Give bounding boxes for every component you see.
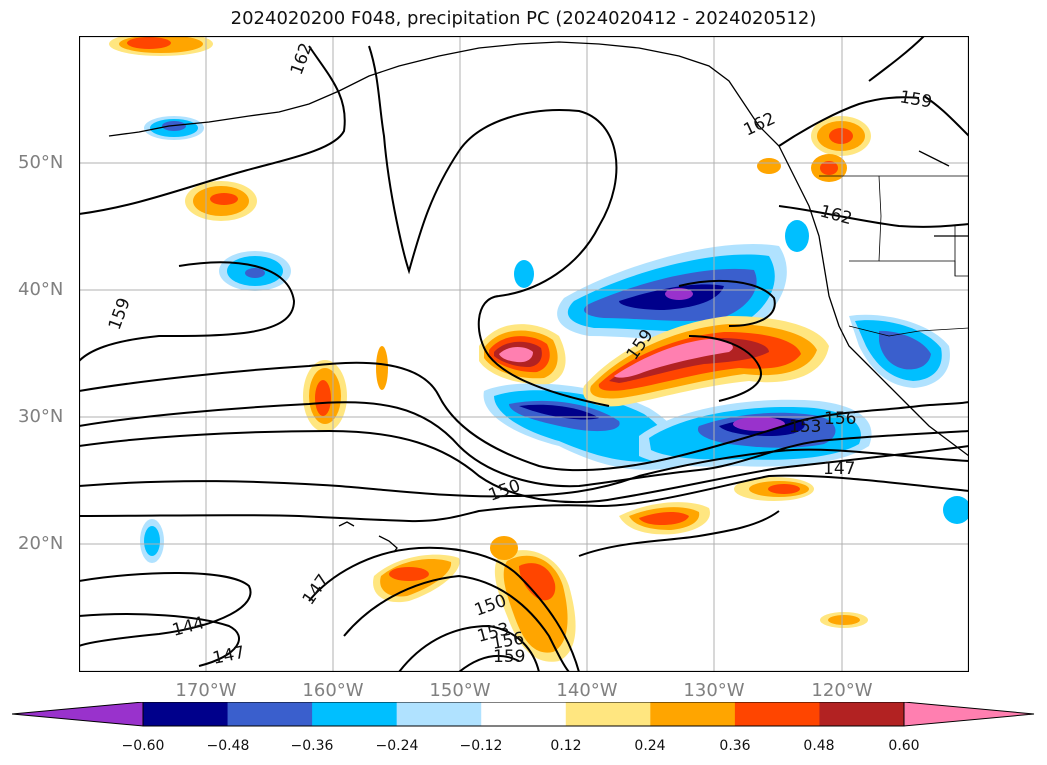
contour-label-159d: 159 (493, 647, 525, 667)
contour-label-153a: 153 (789, 417, 821, 437)
lon-label-160w: 160°W (302, 680, 364, 701)
colorbar-bin-8 (819, 702, 905, 726)
colorbar-extend-high (903, 702, 1035, 727)
map-title: 2024020200 F048, precipitation PC (20240… (230, 8, 817, 29)
colorbar-bin-7 (734, 702, 820, 726)
contour-label-147a: 147 (823, 459, 855, 479)
height-contours (79, 36, 969, 672)
colorbar-tick-3: −0.24 (375, 738, 419, 754)
colorbar-tick-7: 0.36 (719, 738, 751, 754)
colorbar (12, 702, 1035, 727)
lat-label-20n: 20°N (18, 533, 64, 554)
colorbar-bin-6 (650, 702, 736, 726)
colorbar-bin-3 (396, 702, 482, 726)
colorbar-tick-0: −0.60 (121, 738, 165, 754)
lat-label-50n: 50°N (18, 152, 64, 173)
colorbar-bin-4 (481, 702, 567, 726)
lon-label-140w: 140°W (556, 680, 618, 701)
lat-label-40n: 40°N (18, 279, 64, 300)
contour-label-156a: 156 (824, 409, 856, 429)
lon-label-150w: 150°W (429, 680, 491, 701)
colorbar-tick-4: −0.12 (459, 738, 503, 754)
precipitation-shading (109, 36, 969, 662)
lon-label-130w: 130°W (683, 680, 745, 701)
colorbar-extend-low (12, 702, 144, 727)
coastlines (108, 41, 969, 553)
colorbar-bin-1 (227, 702, 313, 726)
colorbar-bin-0 (143, 702, 229, 726)
colorbar-tick-6: 0.24 (634, 738, 666, 754)
colorbar-tick-2: −0.36 (290, 738, 334, 754)
colorbar-bin-2 (312, 702, 398, 726)
colorbar-bin-5 (565, 702, 651, 726)
lat-label-30n: 30°N (18, 406, 64, 427)
precipitation-map: 162 162 159 162 159 159 156 153 150 147 … (79, 36, 969, 672)
lon-label-170w: 170°W (175, 680, 237, 701)
lon-label-120w: 120°W (811, 680, 873, 701)
colorbar-tick-1: −0.48 (206, 738, 250, 754)
colorbar-tick-8: 0.48 (803, 738, 835, 754)
colorbar-tick-5: 0.12 (550, 738, 582, 754)
political-borders (819, 175, 969, 337)
colorbar-tick-9: 0.60 (888, 738, 920, 754)
